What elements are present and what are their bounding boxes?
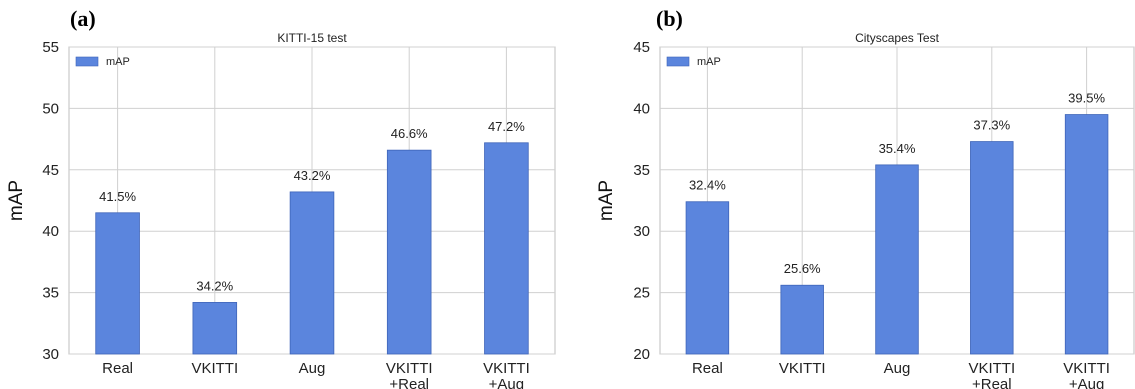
x-tick-label-line: Real [692,360,723,377]
x-tick-label-line: +Aug [1069,376,1104,389]
bar-aug [289,191,335,355]
x-tick-label-line: VKITTI [779,360,826,377]
bar-value-label: 35.4% [879,141,916,156]
x-tick-label: VKITTI +Aug [483,360,530,389]
x-tick-label: VKITTI +Aug [1063,360,1110,389]
bar-real [685,201,730,355]
x-tick-label-line: Aug [299,360,326,377]
y-tick-label: 35 [42,285,59,302]
bar-value-label: 32.4% [689,178,726,193]
bar-value-label: 25.6% [784,261,821,276]
bar-value-label: 37.3% [973,118,1010,133]
x-tick-label-line: VKITTI [483,360,530,377]
x-tick-label: Real [102,360,133,377]
bar-value-label: 43.2% [294,168,331,183]
bar-value-label: 39.5% [1068,91,1105,106]
bar-vkitti-plus-aug [1064,114,1109,355]
x-tick-label-line: VKITTI [1063,360,1110,377]
legend-swatch [666,56,690,67]
chart-panel-b: 20 25 30 35 40 45 32.4% 25.6% 35.4% 37.3% 39.5% Rea… [596,6,1135,389]
legend-swatch [75,56,99,67]
legend: mAP [75,56,130,68]
bar-vkitti [780,284,824,355]
x-tick-label-line: +Aug [489,376,524,389]
chart-panel-a: 30 35 40 45 50 55 41.5% 34.2% 43.2% 46.6% 47.2% Rea… [6,6,556,389]
x-tick-label: Aug [884,360,911,377]
bar-value-label: 47.2% [488,119,525,134]
legend: mAP [666,56,721,68]
legend-label: mAP [697,56,721,68]
y-tick-label: 40 [633,100,650,117]
y-axis-label: mAP [6,180,27,221]
bar-vkitti-plus-aug [484,142,529,355]
bar-vkitti [192,302,238,355]
y-tick-label: 35 [633,162,650,179]
y-tick-label: 25 [633,285,650,302]
panel-label: (b) [656,6,683,31]
x-tick-label-line: Aug [884,360,911,377]
y-tick-label: 50 [42,100,59,117]
x-tick-label-line: VKITTI [191,360,238,377]
y-tick-label: 40 [42,223,59,240]
y-tick-label: 45 [42,162,59,179]
y-axis-label: mAP [596,180,617,221]
chart-title: Cityscapes Test [855,31,939,45]
bar-value-label: 34.2% [196,278,233,293]
bar-vkitti-plus-real [386,149,432,355]
x-tick-label-line: +Real [389,376,429,389]
x-tick-label: VKITTI [191,360,238,377]
legend-label: mAP [106,56,130,68]
bar-value-label: 46.6% [391,126,428,141]
x-tick-label-line: VKITTI [968,360,1015,377]
panel-label: (a) [70,6,96,31]
bar-value-label: 41.5% [99,189,136,204]
x-tick-label: Real [692,360,723,377]
x-tick-label: VKITTI [779,360,826,377]
x-tick-label-line: Real [102,360,133,377]
chart-title: KITTI-15 test [277,31,347,45]
y-tick-label: 55 [42,39,59,56]
x-tick-label: VKITTI +Real [968,360,1015,389]
y-tick-label: 30 [633,223,650,240]
x-tick-label-line: +Real [972,376,1012,389]
x-tick-label: VKITTI +Real [386,360,433,389]
bar-real [95,212,140,355]
x-tick-label: Aug [299,360,326,377]
y-tick-label: 45 [633,39,650,56]
bar-aug [875,164,919,355]
bar-vkitti-plus-real [970,141,1014,355]
y-tick-label: 30 [42,346,59,363]
y-tick-label: 20 [633,346,650,363]
x-tick-label-line: VKITTI [386,360,433,377]
